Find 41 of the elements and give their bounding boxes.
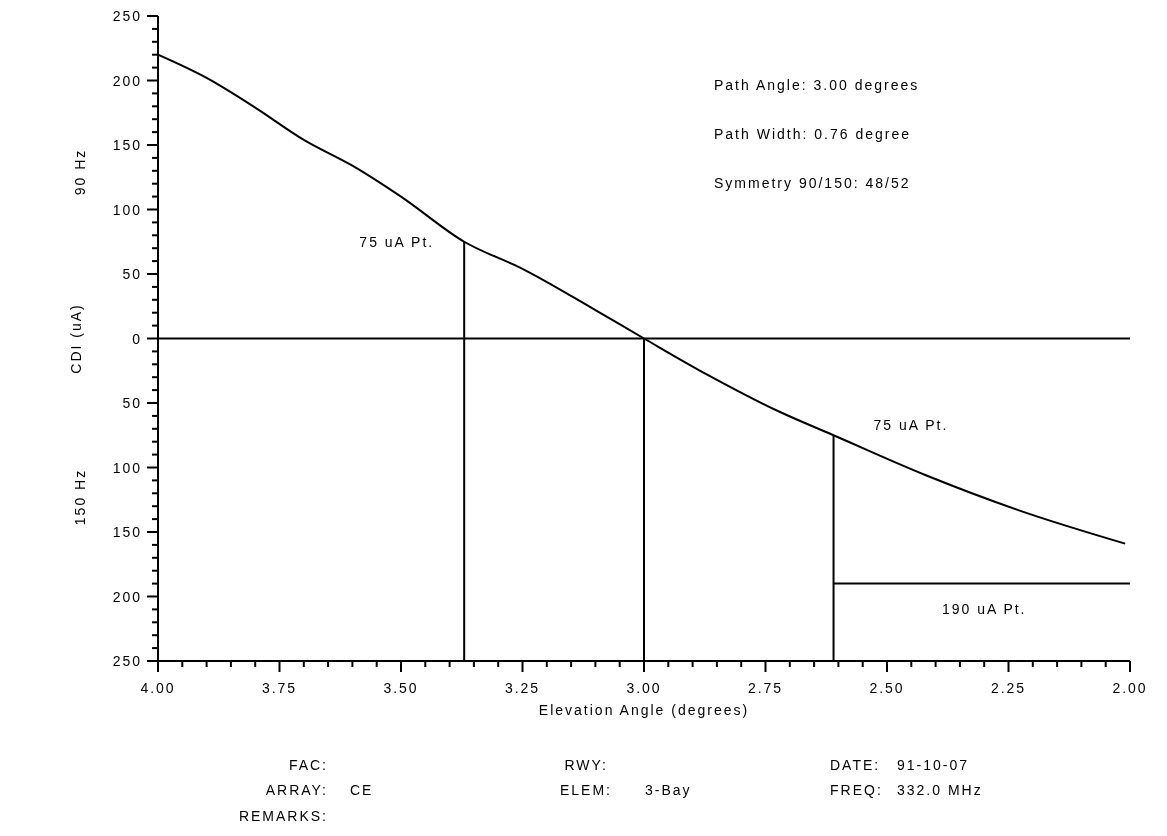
text: CE xyxy=(350,782,374,798)
x-tick-label: 2.50 xyxy=(869,680,905,696)
x-tick-label: 3.50 xyxy=(383,680,419,696)
x-tick-label: 3.75 xyxy=(261,680,298,696)
y-tick-label: 100 xyxy=(112,459,142,476)
text: RWY: xyxy=(564,757,608,773)
text: 3-Bay xyxy=(645,782,692,798)
y-tick-label: 150 xyxy=(112,137,142,153)
text: DATE: xyxy=(830,757,881,773)
y-tick-label: 200 xyxy=(112,588,142,605)
y-tick-label: 0 xyxy=(132,330,142,347)
text: FREQ: xyxy=(830,782,883,798)
x-tick-label: 3.00 xyxy=(626,680,662,696)
x-tick-label: 4.00 xyxy=(140,680,176,696)
x-axis-title: Elevation Angle (degrees) xyxy=(538,702,750,718)
y-tick-label: 250 xyxy=(112,8,142,24)
y-tick-label: 150 xyxy=(112,524,142,540)
x-tick-label: 3.25 xyxy=(504,680,541,696)
x-tick-label: 2.00 xyxy=(1112,680,1148,696)
annotation: 75 uA Pt. xyxy=(359,233,435,250)
text: ELEM: xyxy=(559,782,612,798)
annotation: Symmetry 90/150: 48/52 xyxy=(714,175,911,191)
text: FAC: xyxy=(288,757,328,773)
y-tick-label: 200 xyxy=(112,72,142,89)
y-tick-label: 100 xyxy=(112,201,142,218)
x-tick-label: 2.25 xyxy=(990,680,1027,696)
text: 90 Hz xyxy=(72,148,88,196)
y-tick-label: 50 xyxy=(122,266,142,282)
annotation: 190 uA Pt. xyxy=(941,600,1027,617)
text: ARRAY: xyxy=(265,782,328,798)
y-tick-label: 250 xyxy=(112,653,142,669)
text: 91-10-07 xyxy=(897,757,970,773)
y-tick-label: 50 xyxy=(122,395,142,411)
text: REMARKS: xyxy=(238,808,328,824)
annotation: Path Width: 0.76 degree xyxy=(714,126,911,142)
x-tick-label: 2.75 xyxy=(747,680,784,696)
text: 332.0 MHz xyxy=(897,782,983,798)
y-axis-title: CDI (uA) xyxy=(67,303,84,374)
annotation: Path Angle: 3.00 degrees xyxy=(714,77,920,93)
annotation: 75 uA Pt. xyxy=(873,417,949,434)
text: 150 Hz xyxy=(72,468,88,526)
